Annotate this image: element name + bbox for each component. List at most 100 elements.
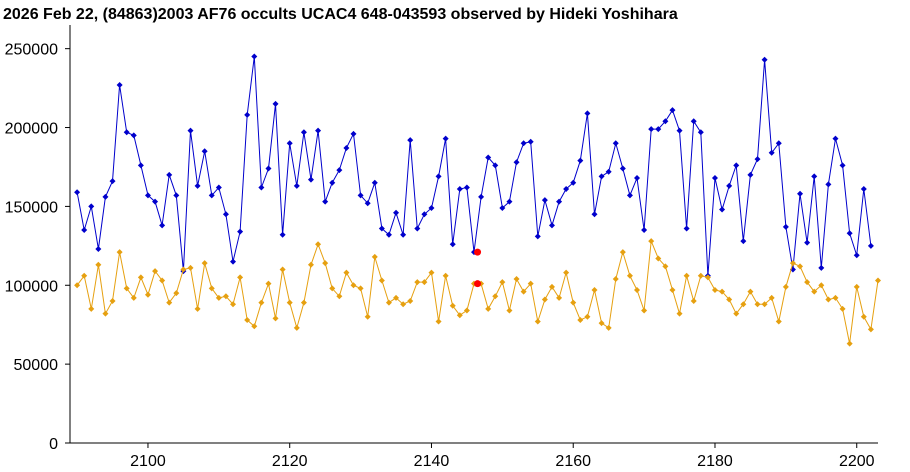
data-point	[648, 126, 655, 133]
data-point	[307, 261, 314, 268]
data-point	[797, 263, 804, 270]
data-point	[506, 307, 513, 314]
data-point	[782, 283, 789, 290]
data-point	[442, 135, 449, 142]
data-point	[584, 313, 591, 320]
data-point	[272, 315, 279, 322]
data-point	[81, 272, 88, 279]
data-point	[598, 173, 605, 180]
data-point	[435, 318, 442, 325]
data-point	[492, 162, 499, 169]
data-point	[761, 56, 768, 63]
x-tick-label: 2120	[272, 453, 308, 470]
data-point	[81, 227, 88, 234]
data-point	[598, 320, 605, 327]
data-point	[577, 157, 584, 164]
data-point	[102, 193, 109, 200]
data-point	[641, 307, 648, 314]
data-point	[548, 222, 555, 229]
data-point	[676, 127, 683, 134]
data-point	[726, 296, 733, 303]
data-point	[775, 140, 782, 147]
data-point	[378, 225, 385, 232]
data-point	[315, 241, 322, 248]
data-point	[485, 154, 492, 161]
data-point	[669, 107, 676, 114]
data-point	[853, 252, 860, 259]
data-point	[109, 178, 116, 185]
data-point	[130, 132, 137, 139]
data-point	[307, 176, 314, 183]
data-point	[293, 182, 300, 189]
data-point	[456, 186, 463, 193]
data-point	[662, 118, 669, 125]
data-point	[265, 280, 272, 287]
data-point	[605, 324, 612, 331]
data-point	[619, 249, 626, 256]
data-point	[371, 253, 378, 260]
data-point	[201, 148, 208, 155]
data-point	[329, 179, 336, 186]
data-point	[832, 294, 839, 301]
data-point	[704, 274, 711, 281]
highlight-point	[474, 280, 482, 288]
data-point	[818, 282, 825, 289]
data-point	[563, 186, 570, 193]
data-point	[641, 227, 648, 234]
data-point	[733, 162, 740, 169]
data-point	[690, 118, 697, 125]
data-point	[875, 277, 881, 284]
data-point	[393, 209, 400, 216]
data-point	[152, 198, 159, 205]
data-point	[166, 171, 173, 178]
data-point	[208, 285, 215, 292]
data-point	[570, 299, 577, 306]
data-point	[180, 266, 187, 273]
data-point	[541, 197, 548, 204]
data-point	[293, 324, 300, 331]
data-point	[556, 198, 563, 205]
data-point	[456, 312, 463, 319]
data-point	[286, 299, 293, 306]
series-line	[76, 56, 872, 276]
x-tick-label: 2200	[839, 453, 875, 470]
data-point	[846, 230, 853, 237]
data-point	[747, 288, 754, 295]
data-point	[775, 318, 782, 325]
data-point	[676, 310, 683, 317]
data-point	[804, 239, 811, 246]
data-point	[194, 305, 201, 312]
data-point	[761, 301, 768, 308]
data-point	[612, 140, 619, 147]
data-point	[144, 291, 151, 298]
data-point	[811, 288, 818, 295]
data-point	[187, 127, 194, 134]
data-point	[697, 129, 704, 136]
data-point	[329, 285, 336, 292]
data-point	[527, 280, 534, 287]
data-point	[520, 288, 527, 295]
data-point	[251, 53, 258, 60]
data-point	[619, 165, 626, 172]
data-point	[478, 193, 485, 200]
data-point	[357, 285, 364, 292]
data-point	[407, 298, 414, 305]
data-point	[768, 294, 775, 301]
data-point	[385, 299, 392, 306]
axes	[65, 25, 878, 448]
data-point	[832, 135, 839, 142]
data-point	[230, 301, 237, 308]
data-point	[818, 264, 825, 271]
data-point	[747, 171, 754, 178]
data-point	[187, 264, 194, 271]
y-tick-label: 100000	[5, 278, 58, 295]
data-point	[839, 305, 846, 312]
data-point	[414, 279, 421, 286]
data-point	[95, 245, 102, 252]
data-point	[336, 293, 343, 300]
data-point	[350, 282, 357, 289]
data-point	[711, 175, 718, 182]
data-point	[669, 286, 676, 293]
data-point	[421, 279, 428, 286]
data-point	[350, 130, 357, 137]
